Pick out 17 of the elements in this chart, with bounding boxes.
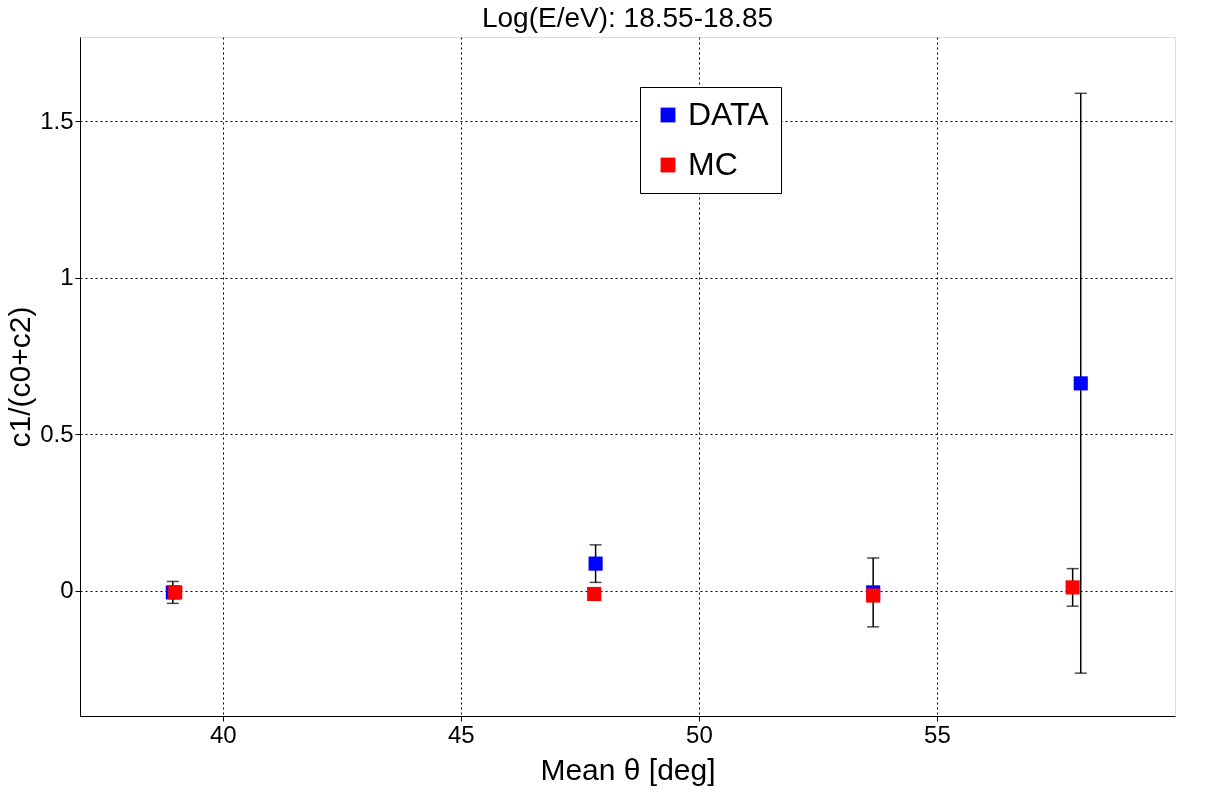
x-tick-label: 40 xyxy=(209,720,237,748)
point xyxy=(1065,580,1080,595)
x-tick-label: 45 xyxy=(448,720,475,748)
y-tick-label: 1 xyxy=(60,263,74,291)
y-axis-title: c1/(c0+c2) xyxy=(3,306,37,448)
x-tick-label: 55 xyxy=(924,720,951,748)
x-axis-title: Mean θ [deg] xyxy=(540,752,716,786)
legend-label: MC xyxy=(688,146,738,182)
point xyxy=(588,556,603,571)
y-tick-label: 1.5 xyxy=(40,106,74,134)
y-tick-label: 0 xyxy=(60,576,74,604)
point xyxy=(1073,376,1088,391)
legend-label: DATA xyxy=(688,96,770,132)
chart-title: Log(E/eV): 18.55-18.85 xyxy=(481,2,774,33)
point xyxy=(587,586,602,602)
x-tick-label: 50 xyxy=(686,720,713,748)
y-tick-label: 0.5 xyxy=(40,419,74,447)
